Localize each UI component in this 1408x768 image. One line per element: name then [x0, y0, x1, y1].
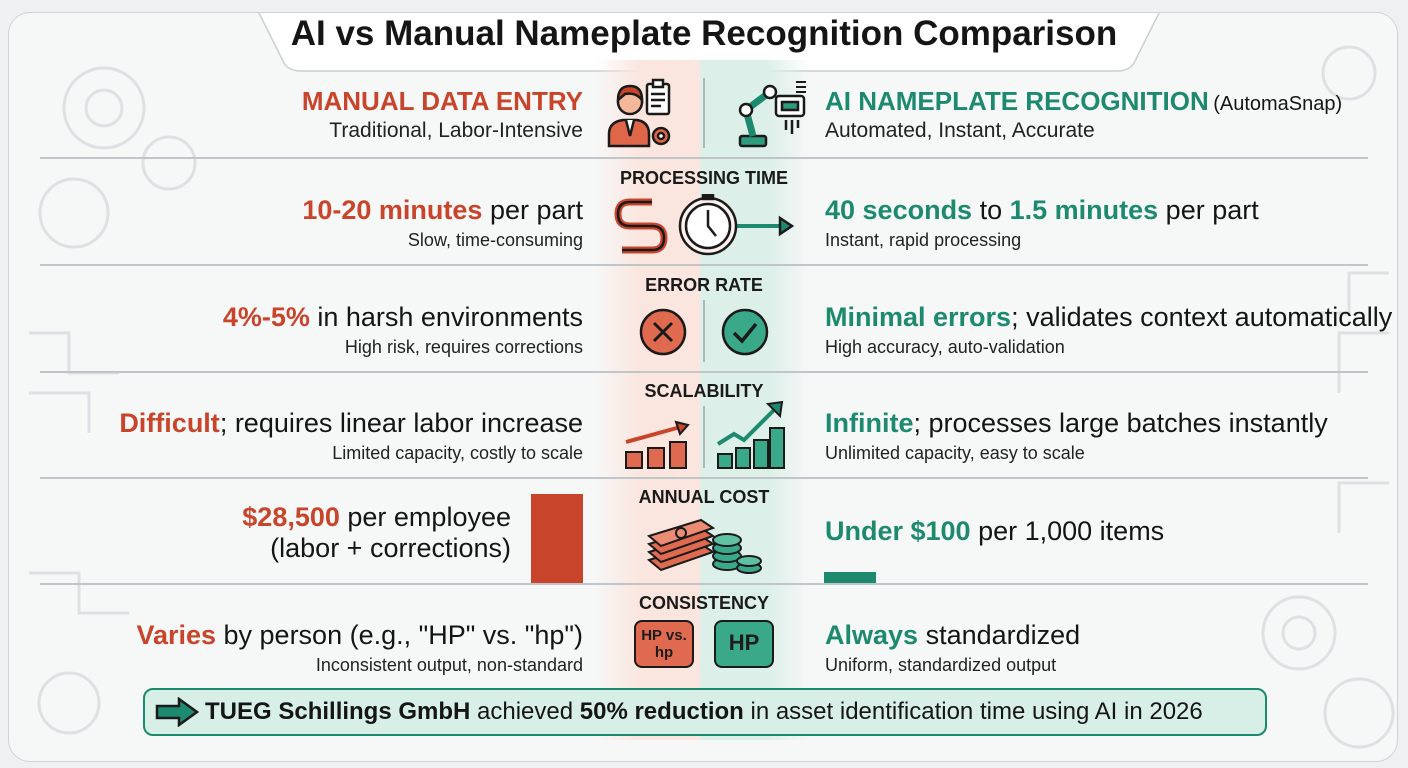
money-stack-icon [646, 518, 762, 574]
ai-time-note: Instant, rapid processing [825, 230, 1022, 250]
scalability-separator [703, 406, 705, 468]
ai-scalability-note: Unlimited capacity, easy to scale [825, 443, 1085, 463]
robot-arm-icon [738, 81, 806, 148]
manual-error-text: in harsh environments [309, 302, 583, 332]
manual-scalability-note: Limited capacity, costly to scale [332, 443, 583, 463]
ai-scalability: Infinite; processes large batches instan… [825, 408, 1328, 464]
ai-error-text: ; validates context automatically [1011, 302, 1393, 332]
category-error-rate: ERROR RATE [645, 275, 763, 295]
manual-heading: MANUAL DATA ENTRY [301, 86, 583, 116]
banner-mid: achieved [470, 698, 580, 725]
arrow-right-icon [155, 697, 199, 727]
ai-consistency: Always standardized Uniform, standardize… [825, 620, 1080, 676]
fast-growth-chart-icon [716, 400, 785, 469]
manual-consistency-text: by person (e.g., "HP" vs. "hp") [216, 620, 583, 650]
ai-heading-suffix: (AutomaSnap) [1213, 93, 1343, 115]
category-annual-cost: ANNUAL COST [638, 487, 770, 507]
ai-error-note: High accuracy, auto-validation [825, 337, 1065, 357]
manual-subheading: Traditional, Labor-Intensive [329, 119, 583, 142]
manual-consistency: Varies by person (e.g., "HP" vs. "hp") I… [136, 620, 583, 676]
ai-heading: AI NAMEPLATE RECOGNITION [825, 86, 1209, 116]
ai-time-unit: per part [1158, 195, 1259, 225]
ai-bubble-text: HP [728, 630, 760, 655]
ai-cost-value: Under $100 [825, 516, 971, 546]
x-circle-icon [639, 308, 687, 356]
ai-error-value: Minimal errors [825, 302, 1012, 332]
check-circle-icon [721, 308, 769, 356]
error-separator [703, 300, 705, 362]
category-consistency: CONSISTENCY [638, 593, 770, 613]
manual-consistency-value: Varies [136, 620, 217, 650]
ai-cost-bar [824, 572, 876, 583]
category-processing-time: PROCESSING TIME [619, 168, 789, 188]
ai-time-value-max: 1.5 minutes [1009, 195, 1159, 225]
ai-consistency-text: standardized [918, 620, 1081, 650]
circuit-gear-background [29, 45, 1395, 749]
ai-subheading: Automated, Instant, Accurate [825, 119, 1095, 142]
manual-processing-time: 10-20 minutes per part Slow, time-consum… [302, 195, 583, 251]
banner-text: TUEG Schillings GmbH achieved 50% reduct… [205, 698, 1203, 726]
row-divider [40, 157, 1368, 159]
row-divider [40, 264, 1368, 266]
manual-time-unit: per part [482, 195, 583, 225]
ai-cost-unit: per 1,000 items [970, 516, 1165, 546]
manual-consistency-note: Inconsistent output, non-standard [315, 655, 583, 675]
manual-error-note: High risk, requires corrections [344, 337, 583, 357]
manual-scalability: Difficult; requires linear labor increas… [119, 408, 583, 464]
manual-chat-bubble-icon: HP vs. hp [634, 620, 694, 668]
worker-clipboard-icon [607, 78, 671, 148]
manual-time-value: 10-20 minutes [302, 195, 483, 225]
ai-chat-bubble-icon: HP [714, 620, 774, 668]
result-banner [143, 688, 1267, 736]
manual-cost-bar [531, 494, 583, 583]
manual-annual-cost: $28,500 per employee (labor + correction… [242, 502, 511, 564]
ai-annual-cost: Under $100 per 1,000 items [825, 516, 1164, 547]
page-title: AI vs Manual Nameplate Recognition Compa… [290, 14, 1118, 53]
ai-consistency-note: Uniform, standardized output [825, 655, 1057, 675]
banner-company: TUEG Schillings GmbH [205, 698, 471, 725]
ai-heading-block: AI NAMEPLATE RECOGNITION (AutomaSnap) Au… [825, 86, 1342, 143]
manual-scalability-value: Difficult [119, 408, 220, 438]
ai-scalability-value: Infinite [825, 408, 914, 438]
ai-time-to: to [972, 195, 1010, 225]
manual-cost-value: $28,500 [242, 502, 340, 532]
banner-highlight: 50% reduction [579, 698, 744, 725]
row-divider [40, 477, 1368, 479]
manual-heading-block: MANUAL DATA ENTRY Traditional, Labor-Int… [302, 86, 583, 143]
manual-scalability-text: ; requires linear labor increase [219, 408, 583, 438]
category-scalability: SCALABILITY [644, 381, 764, 401]
banner-rest: in asset identification time using AI in… [743, 698, 1203, 725]
slow-growth-chart-icon [625, 420, 690, 469]
manual-cost-unit: per employee [339, 502, 511, 532]
stopwatch-arrow-icon [614, 194, 795, 256]
ai-processing-time: 40 seconds to 1.5 minutes per part Insta… [825, 195, 1259, 251]
row-divider [40, 371, 1368, 373]
manual-error-value: 4%-5% [222, 302, 310, 332]
ai-error-rate: Minimal errors; validates context automa… [825, 302, 1392, 358]
ai-consistency-value: Always [825, 620, 919, 650]
manual-error-rate: 4%-5% in harsh environments High risk, r… [223, 302, 583, 358]
manual-bubble-text: HP vs. hp [641, 627, 687, 661]
ai-time-value-min: 40 seconds [825, 195, 973, 225]
header-separator [703, 78, 705, 148]
row-divider [40, 583, 1368, 585]
manual-cost-detail: (labor + corrections) [270, 533, 511, 563]
ai-scalability-text: ; processes large batches instantly [913, 408, 1328, 438]
manual-time-note: Slow, time-consuming [407, 230, 583, 250]
